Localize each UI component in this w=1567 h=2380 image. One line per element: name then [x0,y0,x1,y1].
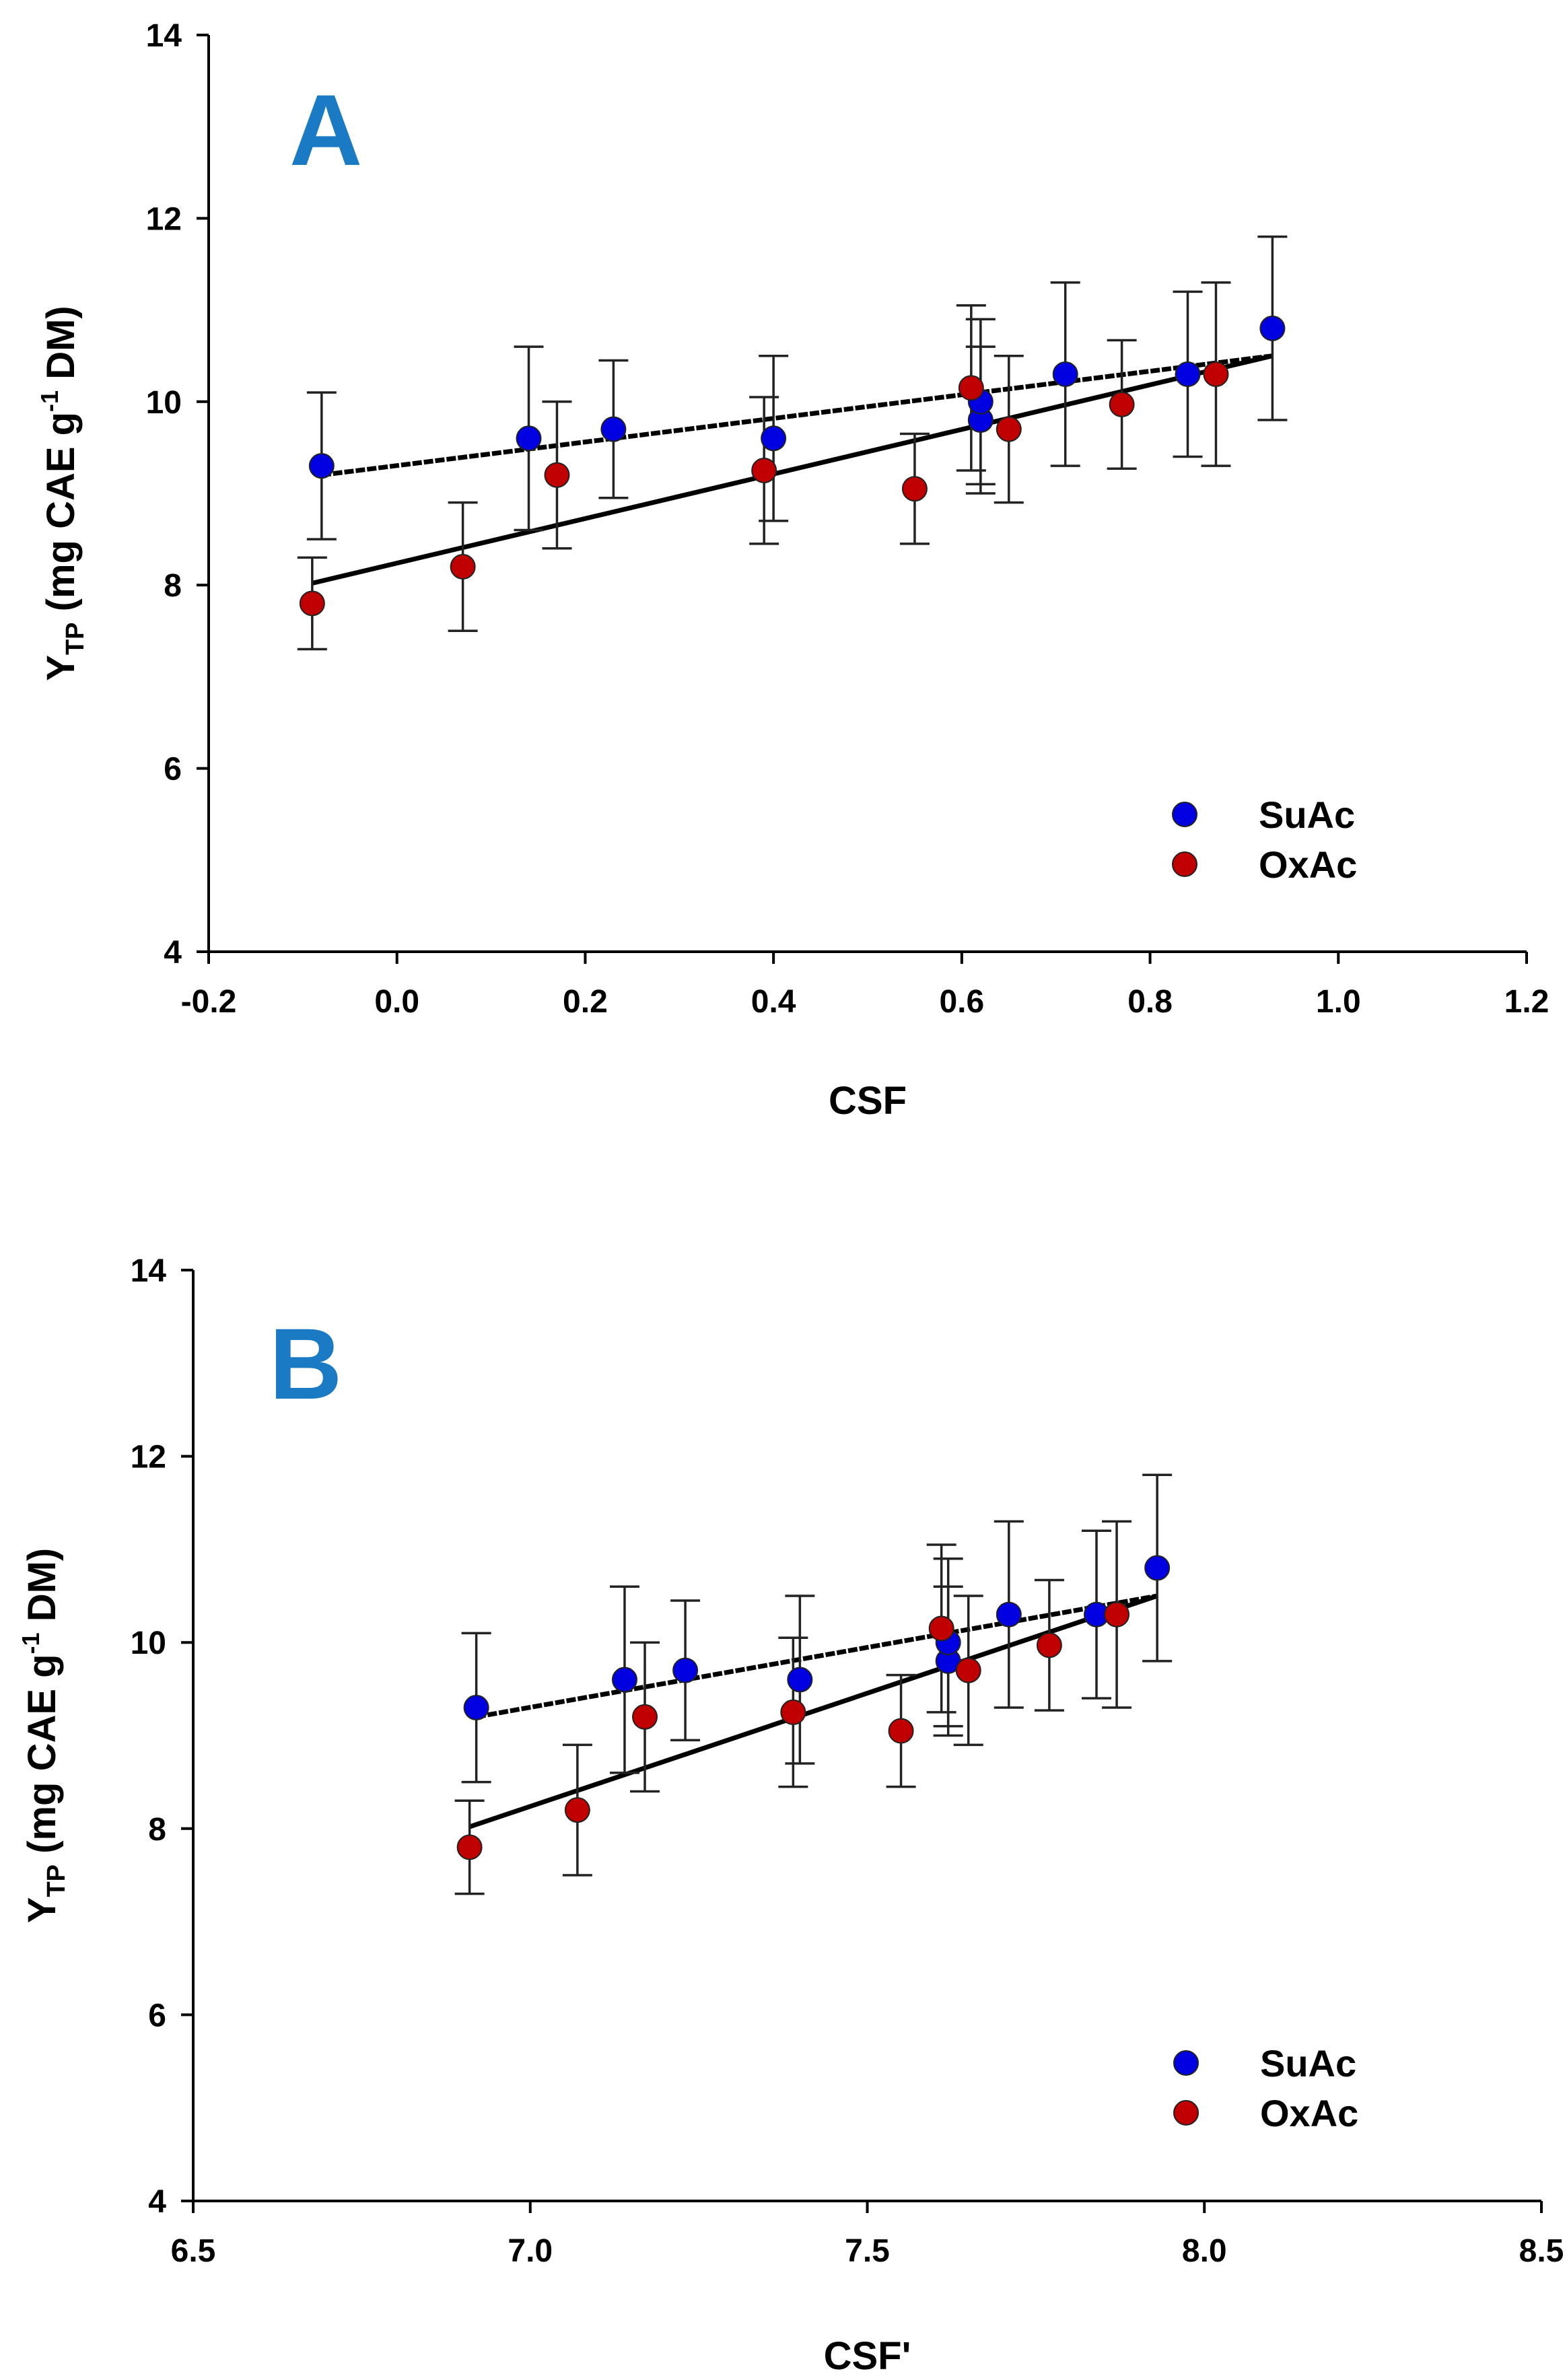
legend-label-suac: SuAc [1259,794,1355,836]
data-point-suac [1144,1555,1171,1581]
data-point-oxac [928,1615,954,1642]
data-point-oxac [564,1797,590,1823]
fit-line-oxac [312,353,1274,586]
data-point-oxac [299,590,325,617]
y-axis-title-sub: TP [42,1864,71,1897]
y-axis-title-suffix: DM) [20,1548,64,1633]
y-tick-label: 12 [146,201,182,237]
data-point-suac [308,453,335,479]
data-point-oxac [632,1704,658,1730]
x-axis-title: CSF [829,1079,907,1123]
data-point-suac [611,1667,637,1693]
y-tick-label: 6 [148,1998,166,2033]
legend-label-oxac: OxAc [1259,843,1357,886]
data-point-oxac [996,416,1022,442]
panel-letter: A [289,73,362,186]
data-point-suac [600,416,627,442]
x-tick-label: 0.8 [1127,984,1173,1020]
y-axis-title: YTP (mg CAE g-1 DM) [17,1548,71,1923]
x-axis-title: CSF' [824,2334,911,2378]
y-axis-title-main: Y [20,1897,64,1924]
y-tick-label: 12 [131,1440,166,1475]
panel-a: 4 6 8 10 12 14 -0.2 0.0 0.2 0.4 0.6 0.8 1.0 1.2 CSF YTP… [36,18,1549,1123]
y-tick-label: 14 [131,1253,167,1289]
data-point-suac [761,425,787,452]
x-tick-label: 1.0 [1316,984,1361,1020]
x-tick-label: 7.5 [845,2233,890,2269]
legend-marker-suac [1172,802,1197,827]
data-point-oxac [544,462,570,488]
data-point-suac [787,1667,813,1693]
data-point-oxac [888,1718,914,1744]
y-tick-label: 14 [146,18,182,54]
y-axis-title-sup: -1 [17,1632,44,1654]
data-point-suac [1175,361,1201,387]
y-tick-label: 4 [164,935,182,971]
y-axis-title-unit: (mg CAE g [20,1654,64,1864]
data-point-oxac [955,1657,981,1683]
x-tick-label: -0.2 [181,984,237,1020]
y-tick-label: 6 [164,752,182,788]
y-axis-title-main: Y [39,655,83,681]
panel-b: 4 6 8 10 12 14 6.5 7.0 7.5 8.0 8.5 CSF' YTP (mg CAE … [17,1253,1564,2378]
y-axis-title-suffix: DM) [39,306,83,390]
y-axis-title-sup: -1 [36,390,63,412]
legend-label-oxac: OxAc [1260,2092,1358,2134]
data-point-oxac [1109,391,1135,417]
y-axis-title: YTP (mg CAE g-1 DM) [36,306,90,680]
x-tick-label: 0.0 [374,984,419,1020]
data-point-oxac [751,457,777,483]
data-point-suac [996,1601,1022,1628]
x-tick-label: 8.5 [1519,2233,1564,2269]
x-tick-label: 8.0 [1182,2233,1227,2269]
legend-marker-oxac [1173,2100,1199,2126]
y-axis-title-sub: TP [61,622,90,655]
legend-marker-suac [1173,2050,1199,2076]
y-tick-label: 4 [148,2184,166,2220]
legend-marker-oxac [1172,851,1197,877]
x-tick-label: 6.5 [171,2233,216,2269]
x-tick-label: 7.0 [508,2233,553,2269]
fit-line-suac [321,353,1273,478]
data-point-oxac [456,1834,483,1860]
data-point-oxac [1104,1601,1130,1628]
y-tick-label: 8 [164,568,182,604]
data-point-oxac [450,553,476,580]
data-point-oxac [901,476,928,502]
legend-label-suac: SuAc [1260,2042,1356,2085]
data-point-suac [463,1695,489,1721]
y-tick-label: 10 [146,385,182,421]
data-point-oxac [958,375,984,401]
fit-line-suac [476,1593,1158,1720]
data-point-suac [1259,315,1286,341]
x-tick-label: 0.6 [939,984,984,1020]
y-axis-title-unit: (mg CAE g [39,412,83,623]
data-point-oxac [780,1699,806,1725]
data-point-suac [516,425,542,452]
y-tick-label: 8 [148,1812,166,1848]
x-tick-label: 0.4 [751,984,796,1020]
x-tick-label: 0.2 [563,984,608,1020]
data-point-suac [672,1657,699,1683]
data-point-suac [1052,361,1078,387]
data-point-oxac [1036,1632,1062,1658]
x-tick-label: 1.2 [1504,984,1549,1020]
panel-letter: B [269,1307,342,1420]
data-point-oxac [1203,361,1229,387]
y-tick-label: 10 [131,1625,166,1661]
